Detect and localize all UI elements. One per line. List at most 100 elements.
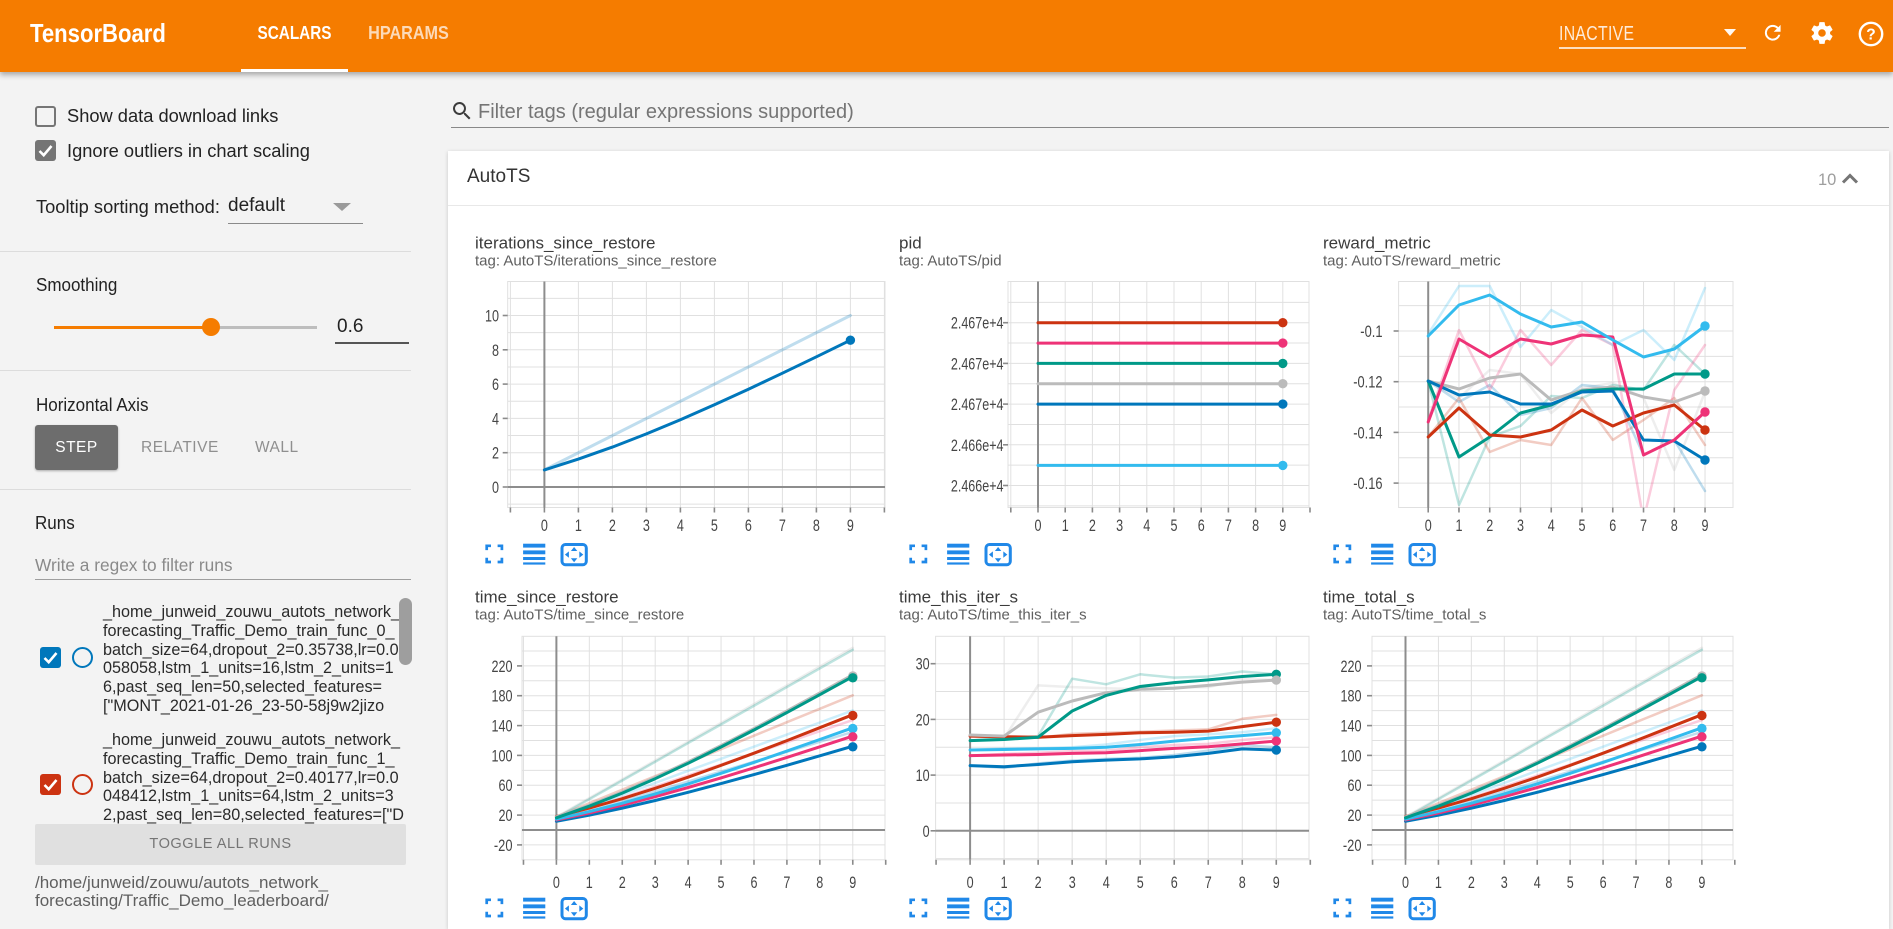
svg-text:20: 20 <box>916 711 930 729</box>
svg-text:0: 0 <box>1035 517 1042 535</box>
svg-text:4: 4 <box>492 410 499 428</box>
svg-text:-20: -20 <box>1343 837 1362 855</box>
svg-text:8: 8 <box>1252 517 1259 535</box>
svg-text:0: 0 <box>923 823 930 841</box>
svg-text:6: 6 <box>1198 517 1205 535</box>
svg-text:tag: AutoTS/time_since_restore: tag: AutoTS/time_since_restore <box>475 607 684 624</box>
svg-text:9: 9 <box>1273 874 1280 892</box>
svg-text:5: 5 <box>1171 517 1178 535</box>
svg-text:6: 6 <box>492 376 499 394</box>
svg-text:2: 2 <box>492 445 499 463</box>
svg-text:6: 6 <box>1171 874 1178 892</box>
svg-text:-0.16: -0.16 <box>1353 475 1382 493</box>
svg-text:2.466e+4: 2.466e+4 <box>951 437 1004 455</box>
svg-text:6: 6 <box>1600 874 1607 892</box>
svg-text:140: 140 <box>1341 718 1362 736</box>
svg-text:100: 100 <box>492 747 513 765</box>
svg-text:2.467e+4: 2.467e+4 <box>951 355 1004 373</box>
svg-text:2: 2 <box>1468 874 1475 892</box>
svg-text:tag: AutoTS/reward_metric: tag: AutoTS/reward_metric <box>1323 253 1501 270</box>
svg-text:3: 3 <box>643 517 650 535</box>
svg-text:3: 3 <box>1517 517 1524 535</box>
svg-text:5: 5 <box>1137 874 1144 892</box>
svg-text:6: 6 <box>1609 517 1616 535</box>
svg-text:0: 0 <box>967 874 974 892</box>
svg-text:6: 6 <box>751 874 758 892</box>
svg-text:2.466e+4: 2.466e+4 <box>951 478 1004 496</box>
svg-text:iterations_since_restore: iterations_since_restore <box>475 234 655 253</box>
svg-text:1: 1 <box>586 874 593 892</box>
svg-text:180: 180 <box>492 688 513 706</box>
svg-text:-0.1: -0.1 <box>1360 323 1382 341</box>
svg-text:1: 1 <box>1001 874 1008 892</box>
svg-text:time_this_iter_s: time_this_iter_s <box>899 588 1018 607</box>
svg-text:reward_metric: reward_metric <box>1323 234 1431 253</box>
svg-text:8: 8 <box>1239 874 1246 892</box>
svg-text:2.467e+4: 2.467e+4 <box>951 315 1004 333</box>
svg-text:220: 220 <box>492 658 513 676</box>
svg-text:-0.14: -0.14 <box>1353 424 1382 442</box>
svg-text:9: 9 <box>1702 517 1709 535</box>
svg-text:3: 3 <box>1116 517 1123 535</box>
svg-text:5: 5 <box>711 517 718 535</box>
svg-text:5: 5 <box>1579 517 1586 535</box>
svg-text:3: 3 <box>652 874 659 892</box>
svg-text:4: 4 <box>677 517 684 535</box>
svg-text:4: 4 <box>1143 517 1150 535</box>
svg-text:2: 2 <box>1486 517 1493 535</box>
svg-text:1: 1 <box>575 517 582 535</box>
svg-text:5: 5 <box>1567 874 1574 892</box>
svg-text:0: 0 <box>541 517 548 535</box>
svg-text:20: 20 <box>499 807 513 825</box>
svg-text:time_total_s: time_total_s <box>1323 588 1415 607</box>
svg-text:2: 2 <box>619 874 626 892</box>
svg-text:7: 7 <box>1640 517 1647 535</box>
svg-text:7: 7 <box>779 517 786 535</box>
svg-text:60: 60 <box>499 777 513 795</box>
svg-text:9: 9 <box>847 517 854 535</box>
svg-text:8: 8 <box>492 342 499 360</box>
svg-text:3: 3 <box>1069 874 1076 892</box>
svg-text:180: 180 <box>1341 688 1362 706</box>
svg-text:10: 10 <box>916 767 930 785</box>
svg-text:1: 1 <box>1456 517 1463 535</box>
svg-text:tag: AutoTS/time_this_iter_s: tag: AutoTS/time_this_iter_s <box>899 607 1087 624</box>
svg-text:9: 9 <box>1698 874 1705 892</box>
svg-text:8: 8 <box>1665 874 1672 892</box>
svg-text:7: 7 <box>783 874 790 892</box>
svg-text:?: ? <box>1866 27 1875 44</box>
svg-text:pid: pid <box>899 234 922 253</box>
svg-text:60: 60 <box>1348 777 1362 795</box>
svg-text:140: 140 <box>492 718 513 736</box>
svg-text:6: 6 <box>745 517 752 535</box>
svg-text:tag: AutoTS/time_total_s: tag: AutoTS/time_total_s <box>1323 607 1486 624</box>
svg-text:time_since_restore: time_since_restore <box>475 588 619 607</box>
svg-text:4: 4 <box>685 874 692 892</box>
svg-text:0: 0 <box>1402 874 1409 892</box>
svg-text:2: 2 <box>1035 874 1042 892</box>
svg-text:tag: AutoTS/pid: tag: AutoTS/pid <box>899 253 1002 270</box>
svg-text:4: 4 <box>1548 517 1555 535</box>
svg-text:4: 4 <box>1103 874 1110 892</box>
svg-text:tag: AutoTS/iterations_since_r: tag: AutoTS/iterations_since_restore <box>475 253 717 270</box>
svg-text:2: 2 <box>1089 517 1096 535</box>
svg-text:3: 3 <box>1501 874 1508 892</box>
svg-text:0: 0 <box>492 479 499 497</box>
svg-text:10: 10 <box>485 308 499 326</box>
svg-text:100: 100 <box>1341 747 1362 765</box>
svg-text:8: 8 <box>816 874 823 892</box>
svg-text:4: 4 <box>1534 874 1541 892</box>
svg-text:9: 9 <box>1279 517 1286 535</box>
svg-text:9: 9 <box>849 874 856 892</box>
svg-text:8: 8 <box>1671 517 1678 535</box>
svg-text:1: 1 <box>1062 517 1069 535</box>
svg-text:8: 8 <box>813 517 820 535</box>
svg-text:2.467e+4: 2.467e+4 <box>951 396 1004 414</box>
svg-text:30: 30 <box>916 656 930 674</box>
svg-text:7: 7 <box>1205 874 1212 892</box>
svg-text:2: 2 <box>609 517 616 535</box>
svg-text:1: 1 <box>1435 874 1442 892</box>
svg-text:0: 0 <box>553 874 560 892</box>
svg-text:220: 220 <box>1341 658 1362 676</box>
svg-text:-20: -20 <box>494 837 513 855</box>
